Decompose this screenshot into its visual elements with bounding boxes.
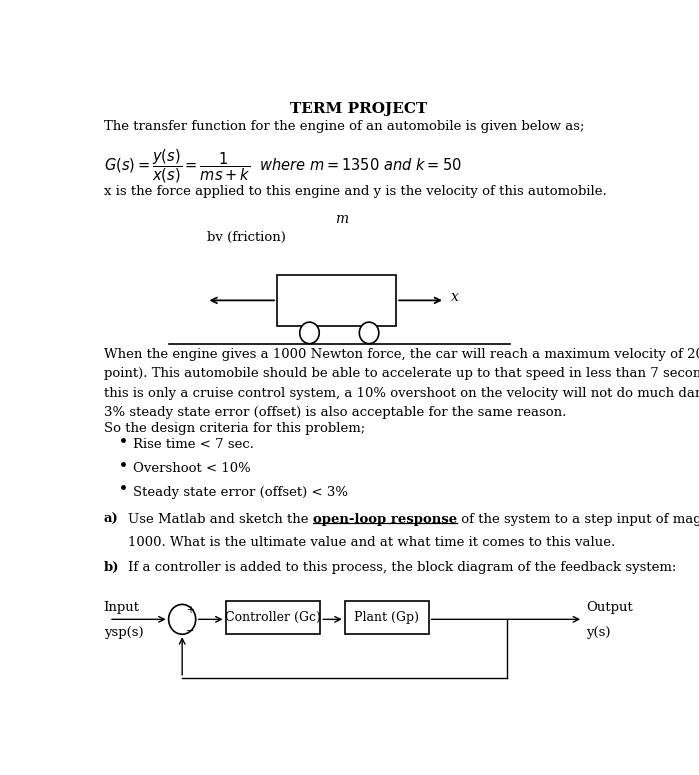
Text: Steady state error (offset) < 3%: Steady state error (offset) < 3% <box>134 486 348 498</box>
Bar <box>226 601 320 634</box>
Text: open-loop response: open-loop response <box>312 513 457 526</box>
Text: If a controller is added to this process, the block diagram of the feedback syst: If a controller is added to this process… <box>128 561 677 574</box>
Text: ysp(s): ysp(s) <box>103 626 143 639</box>
Text: Rise time < 7 sec.: Rise time < 7 sec. <box>134 438 254 451</box>
Circle shape <box>359 322 379 343</box>
Text: a): a) <box>103 513 118 526</box>
Text: The transfer function for the engine of an automobile is given below as;: The transfer function for the engine of … <box>103 120 584 133</box>
Text: of the system to a step input of magnitude: of the system to a step input of magnitu… <box>457 513 699 526</box>
Text: 1000. What is the ultimate value and at what time it comes to this value.: 1000. What is the ultimate value and at … <box>128 536 615 549</box>
Text: x: x <box>452 291 459 305</box>
Text: TERM PROJECT: TERM PROJECT <box>289 102 427 116</box>
Text: $G(s) = \dfrac{y(s)}{x(s)} = \dfrac{1}{ms + k}$  $\mathit{where}\ m = 1350\ \mat: $G(s) = \dfrac{y(s)}{x(s)} = \dfrac{1}{m… <box>103 148 461 185</box>
Text: y(s): y(s) <box>586 626 610 639</box>
Bar <box>345 601 428 634</box>
Text: Overshoot < 10%: Overshoot < 10% <box>134 462 251 475</box>
Text: Use Matlab and sketch the: Use Matlab and sketch the <box>128 513 312 526</box>
Text: −: − <box>186 625 194 636</box>
Bar <box>277 275 396 326</box>
Text: b): b) <box>103 561 119 574</box>
Circle shape <box>168 604 196 634</box>
Text: bv (friction): bv (friction) <box>207 232 285 244</box>
Text: x is the force applied to this engine and y is the velocity of this automobile.: x is the force applied to this engine an… <box>103 185 606 198</box>
Text: So the design criteria for this problem;: So the design criteria for this problem; <box>103 422 365 436</box>
Text: Input: Input <box>103 601 140 615</box>
Text: When the engine gives a 1000 Newton force, the car will reach a maximum velocity: When the engine gives a 1000 Newton forc… <box>103 348 699 419</box>
Text: Controller (Gc): Controller (Gc) <box>225 611 321 625</box>
Circle shape <box>300 322 319 343</box>
Text: +: + <box>187 605 194 615</box>
Text: Plant (Gp): Plant (Gp) <box>354 611 419 625</box>
Text: m: m <box>336 212 349 226</box>
Text: Output: Output <box>586 601 633 615</box>
